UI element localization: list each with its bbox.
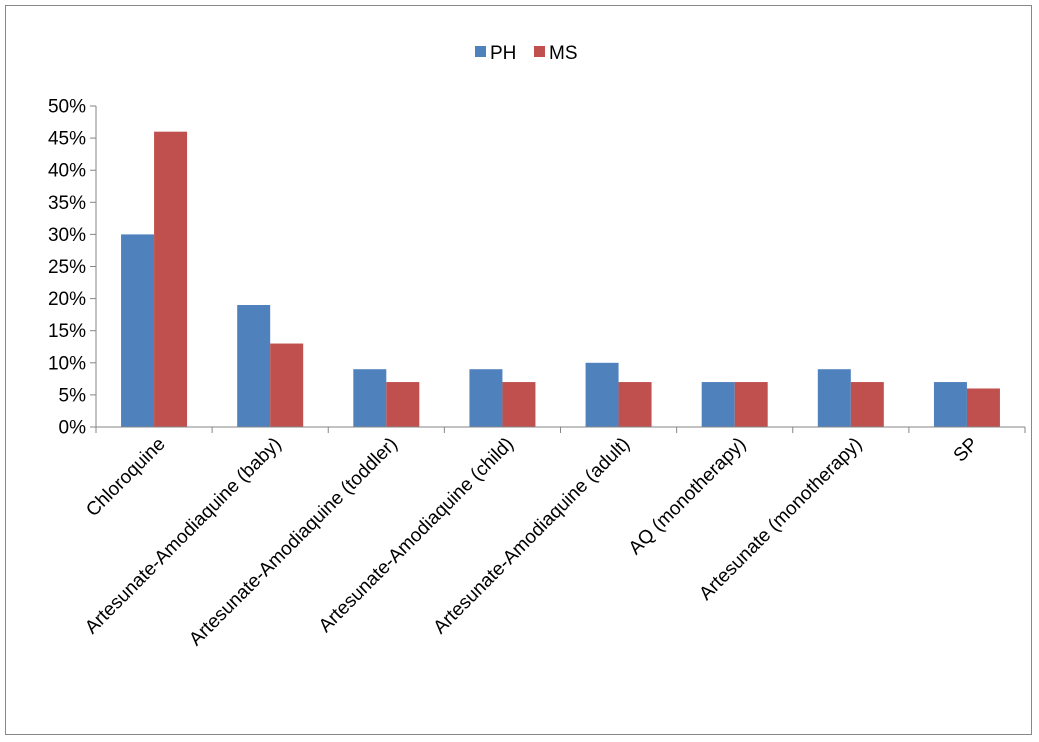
bar-ph-4: [585, 362, 619, 427]
bar-ph-6: [817, 369, 851, 427]
bar-ms-5: [734, 382, 768, 427]
bar-ms-6: [850, 382, 884, 427]
y-tick-label: 20%: [48, 289, 86, 310]
y-tick-label: 50%: [48, 97, 86, 118]
bar-ph-1: [237, 305, 271, 427]
legend: PH MS: [475, 43, 578, 64]
y-axis: 0% 5% 10% 15% 20% 25% 30% 35% 40% 45% 50%: [48, 97, 97, 439]
bar-ms-7: [966, 388, 1000, 427]
y-tick-label: 35%: [48, 193, 86, 214]
bar-ms-3: [502, 382, 536, 427]
y-tick-label: 15%: [48, 321, 86, 342]
y-tick-label: 0%: [59, 418, 87, 439]
x-category-label: Artesunate-Amodiaquine (toddler): [185, 434, 401, 650]
x-category-label: Artesunate-Amodiaquine (baby): [81, 434, 286, 639]
bar-ms-1: [270, 343, 304, 427]
bar-ms-2: [386, 382, 420, 427]
x-category-label: AQ (monotherapy): [625, 434, 750, 559]
y-tick-label: 30%: [48, 225, 86, 246]
legend-label-ms: MS: [549, 43, 578, 64]
x-category-label: Chloroquine: [82, 434, 169, 521]
bar-ph-3: [469, 369, 503, 427]
y-tick-label: 5%: [59, 385, 87, 406]
bar-ph-0: [121, 234, 155, 427]
y-tick-label: 10%: [48, 353, 86, 374]
x-category-label: Artesunate-Amodiaquine (adult): [430, 434, 635, 639]
bar-ph-7: [933, 382, 967, 427]
y-tick-label: 25%: [48, 257, 86, 278]
bar-ph-5: [701, 382, 735, 427]
legend-swatch-ms: [534, 46, 545, 57]
bar-ms-4: [618, 382, 652, 427]
bar-ms-0: [154, 131, 188, 427]
bars: [121, 131, 1000, 427]
y-tick-label: 45%: [48, 129, 86, 150]
x-category-label: SP: [950, 434, 983, 467]
y-tick-label: 40%: [48, 161, 86, 182]
legend-swatch-ph: [475, 46, 486, 57]
legend-label-ph: PH: [490, 43, 516, 64]
bar-ph-2: [353, 369, 387, 427]
x-category-label: Artesunate-Amodiaquine (child): [315, 434, 518, 637]
